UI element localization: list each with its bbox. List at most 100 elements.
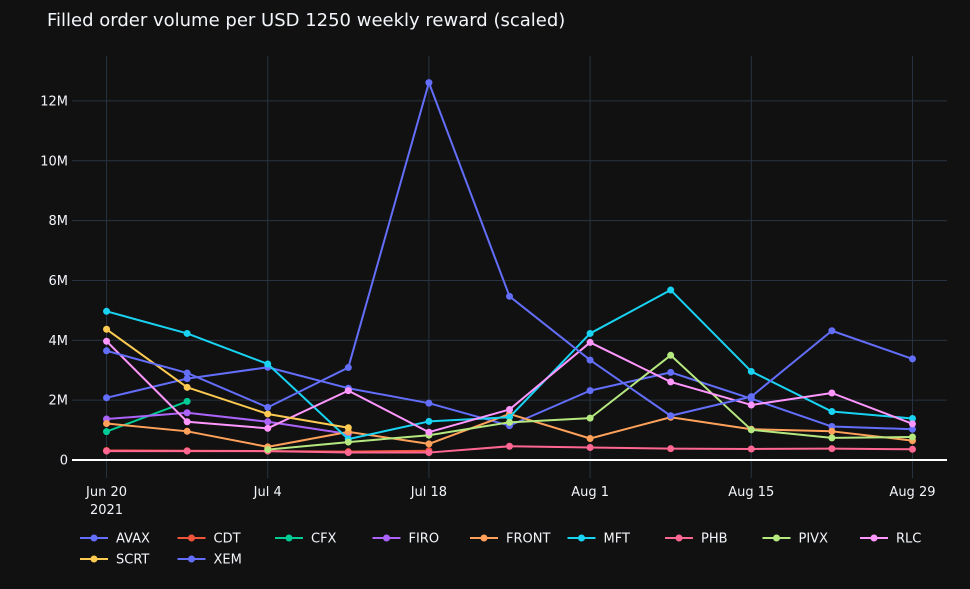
data-point[interactable] [586, 434, 594, 442]
legend-item-front[interactable]: FRONT [470, 532, 550, 547]
data-point[interactable] [506, 405, 513, 413]
x-tick-label: Aug 1 [571, 485, 609, 500]
data-point[interactable] [425, 79, 433, 87]
data-point[interactable] [425, 417, 433, 425]
y-tick-label: 12M [40, 94, 68, 109]
x-tick-label: Aug 29 [889, 485, 935, 500]
legend-label: PHB [701, 532, 728, 547]
data-point[interactable] [586, 443, 594, 451]
data-point[interactable] [828, 327, 836, 335]
data-point[interactable] [828, 427, 836, 435]
series-scrt[interactable] [103, 325, 352, 432]
legend-marker [578, 534, 585, 542]
data-point[interactable] [667, 351, 675, 359]
data-point[interactable] [586, 414, 594, 422]
data-point[interactable] [183, 409, 191, 417]
data-point[interactable] [908, 414, 916, 422]
legend-item-avax[interactable]: AVAX [80, 532, 150, 547]
data-point[interactable] [908, 445, 916, 453]
legend-item-scrt[interactable]: SCRT [80, 553, 149, 568]
data-point[interactable] [344, 449, 352, 457]
legend-label: FIRO [409, 532, 440, 547]
legend-item-pivx[interactable]: PIVX [762, 532, 829, 547]
data-point[interactable] [103, 347, 111, 355]
data-point[interactable] [183, 418, 191, 426]
legend-item-mft[interactable]: MFT [567, 532, 630, 547]
data-point[interactable] [103, 307, 111, 315]
data-point[interactable] [506, 413, 513, 421]
data-point[interactable] [667, 286, 675, 294]
data-point[interactable] [828, 423, 836, 431]
data-point[interactable] [667, 445, 675, 453]
legend[interactable]: AVAX CDT CFX FIRO FRONT MFT PHB PIVX RLC SCRT XEM [80, 532, 921, 568]
data-point[interactable] [103, 447, 111, 455]
data-point[interactable] [344, 387, 352, 395]
data-point[interactable] [908, 425, 916, 433]
y-tick-label: 2M [49, 394, 69, 409]
data-point[interactable] [747, 445, 755, 453]
data-point[interactable] [103, 325, 111, 333]
series-rlc[interactable] [103, 337, 916, 436]
data-point[interactable] [264, 446, 272, 454]
data-point[interactable] [183, 397, 191, 405]
data-point[interactable] [183, 427, 191, 435]
data-point[interactable] [747, 401, 755, 409]
legend-item-cdt[interactable]: CDT [177, 532, 241, 547]
series-mft[interactable] [103, 286, 916, 443]
legend-label: FRONT [506, 532, 550, 547]
legend-marker [383, 534, 390, 542]
data-point[interactable] [264, 403, 272, 411]
legend-item-phb[interactable]: PHB [665, 532, 728, 547]
legend-item-firo[interactable]: FIRO [372, 532, 440, 547]
data-point[interactable] [667, 368, 675, 376]
chart-title: Filled order volume per USD 1250 weekly … [47, 10, 565, 31]
series-xem[interactable] [103, 79, 916, 420]
data-point[interactable] [586, 356, 594, 364]
y-tick-label: 6M [49, 274, 69, 289]
x-tick-label: Jul 4 [253, 485, 282, 500]
data-point[interactable] [264, 410, 272, 418]
data-point[interactable] [667, 412, 675, 420]
data-point[interactable] [506, 292, 513, 300]
data-point[interactable] [103, 394, 111, 402]
data-point[interactable] [828, 389, 836, 397]
legend-item-rlc[interactable]: RLC [860, 532, 921, 547]
data-point[interactable] [103, 337, 111, 345]
data-point[interactable] [344, 424, 352, 432]
data-point[interactable] [183, 329, 191, 337]
data-point[interactable] [183, 447, 191, 455]
data-point[interactable] [264, 424, 272, 432]
data-point[interactable] [908, 355, 916, 363]
data-point[interactable] [506, 442, 513, 450]
data-point[interactable] [183, 383, 191, 391]
data-point[interactable] [264, 360, 272, 368]
data-point[interactable] [425, 440, 433, 448]
data-point[interactable] [586, 387, 594, 395]
data-point[interactable] [908, 433, 916, 441]
data-point[interactable] [908, 420, 916, 428]
legend-item-cfx[interactable]: CFX [275, 532, 337, 547]
data-point[interactable] [747, 393, 755, 401]
legend-marker [480, 534, 488, 542]
data-point[interactable] [183, 375, 191, 383]
data-point[interactable] [506, 418, 513, 426]
data-point[interactable] [425, 449, 433, 457]
data-point[interactable] [425, 428, 433, 436]
data-point[interactable] [828, 445, 836, 453]
data-point[interactable] [103, 428, 111, 436]
data-point[interactable] [344, 364, 352, 372]
data-point[interactable] [103, 420, 111, 428]
data-point[interactable] [586, 329, 594, 337]
data-point[interactable] [667, 378, 675, 386]
data-point[interactable] [183, 369, 191, 377]
data-point[interactable] [344, 438, 352, 446]
data-point[interactable] [747, 367, 755, 375]
data-point[interactable] [828, 408, 836, 416]
data-point[interactable] [425, 399, 433, 407]
data-point[interactable] [586, 338, 594, 346]
data-point[interactable] [264, 418, 272, 426]
x-tick-label: Jul 18 [410, 485, 447, 500]
legend-item-xem[interactable]: XEM [177, 553, 242, 568]
data-point[interactable] [747, 426, 755, 434]
data-point[interactable] [828, 434, 836, 442]
